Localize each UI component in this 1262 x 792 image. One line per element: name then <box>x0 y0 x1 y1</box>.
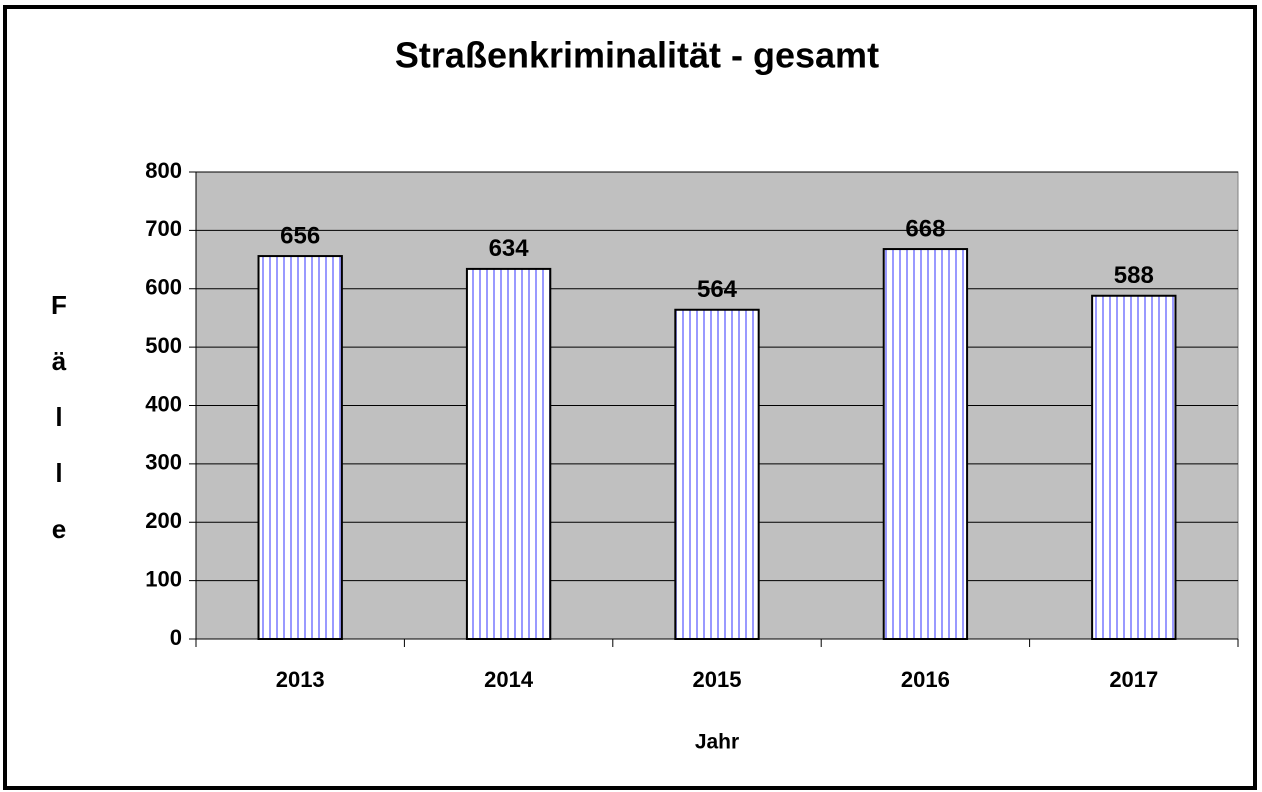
bar <box>1091 294 1177 640</box>
data-label: 634 <box>489 235 530 262</box>
chart-title: Straßenkriminalität - gesamt <box>395 35 879 76</box>
bar <box>465 267 552 640</box>
y-tick-label: 200 <box>145 508 182 533</box>
bar <box>674 308 760 640</box>
y-tick-label: 100 <box>145 566 182 591</box>
y-tick-label: 300 <box>145 450 182 475</box>
y-axis-label: Fälle <box>44 290 74 570</box>
data-label: 656 <box>280 222 320 249</box>
data-label: 668 <box>905 215 945 242</box>
y-tick-label: 600 <box>145 275 182 300</box>
y-tick-label: 400 <box>145 391 182 416</box>
y-tick-label: 0 <box>170 625 182 650</box>
x-axis-label: Jahr <box>695 731 739 754</box>
data-label: 588 <box>1114 262 1154 289</box>
data-label: 564 <box>697 276 738 303</box>
x-tick-label: 2013 <box>276 667 325 692</box>
bar <box>882 248 969 640</box>
x-tick-label: 2016 <box>901 667 950 692</box>
y-tick-label: 800 <box>145 158 182 183</box>
x-tick-label: 2014 <box>484 667 534 692</box>
x-tick-label: 2017 <box>1109 667 1158 692</box>
y-tick-label: 700 <box>145 216 182 241</box>
bar <box>257 255 343 640</box>
x-tick-label: 2015 <box>693 667 742 692</box>
y-tick-label: 500 <box>145 333 182 358</box>
